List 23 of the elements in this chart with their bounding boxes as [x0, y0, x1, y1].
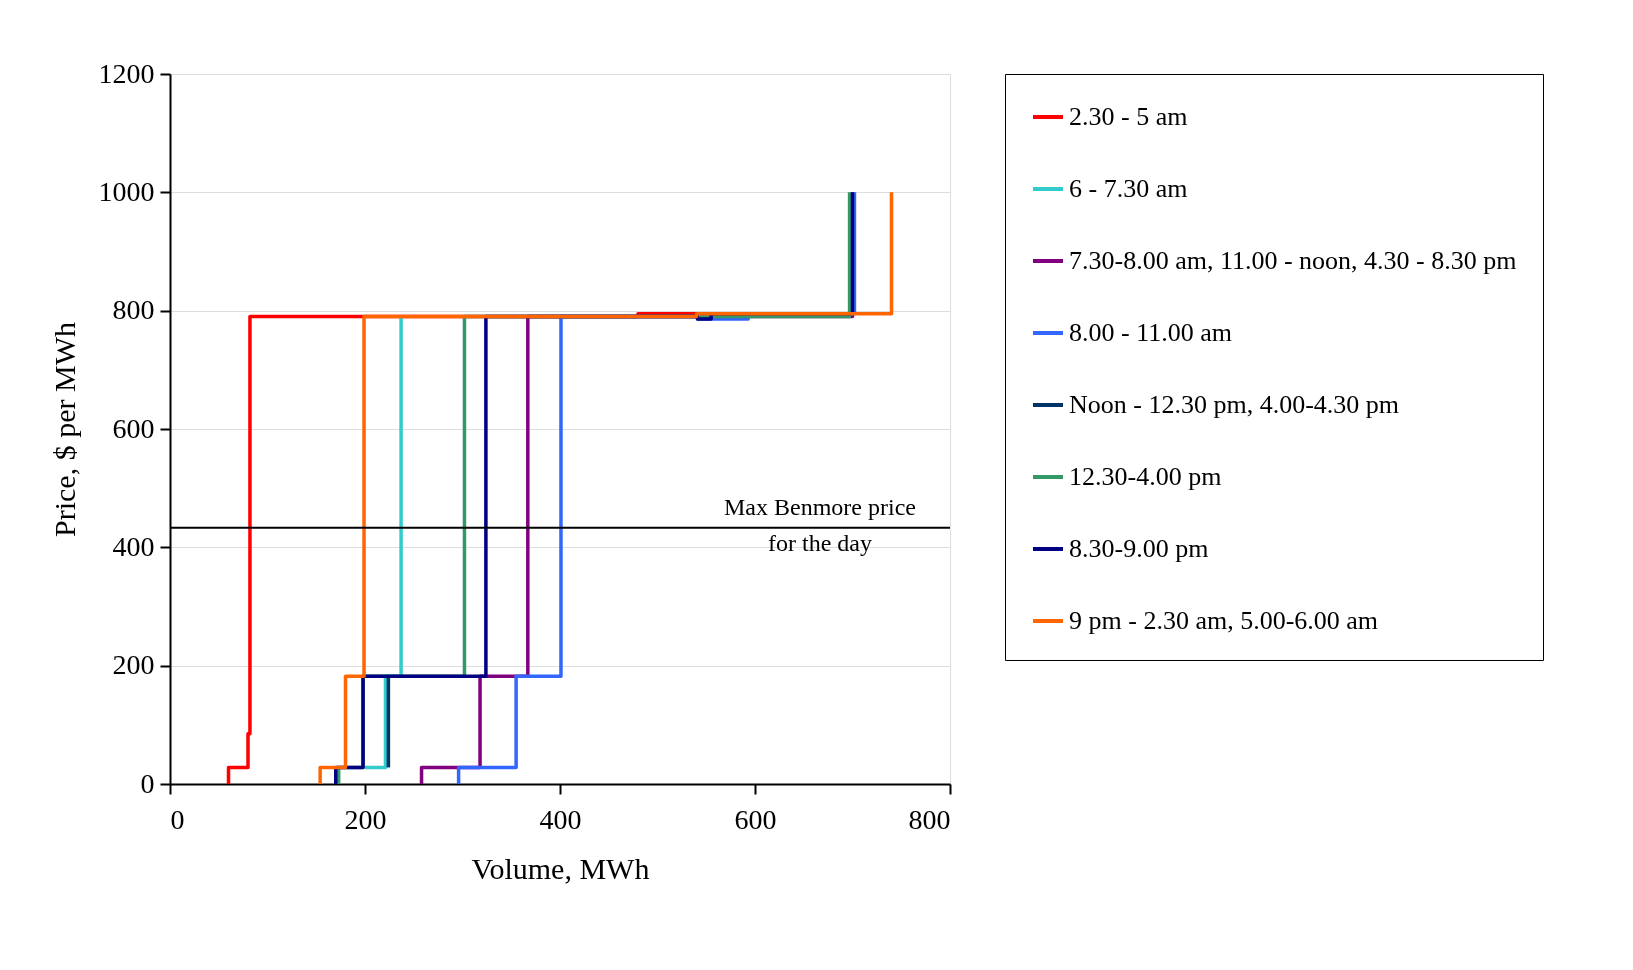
y-tick-label: 600	[112, 412, 155, 444]
y-tick-label: 200	[112, 649, 155, 681]
legend-label: 2.30 - 5 am	[1069, 102, 1188, 131]
x-axis-title: Volume, MWh	[471, 851, 650, 885]
legend-label: Noon - 12.30 pm, 4.00-4.30 pm	[1069, 390, 1400, 419]
x-tick-label: 600	[734, 803, 777, 835]
legend-label: 8.00 - 11.00 am	[1069, 318, 1232, 347]
y-tick-label: 1200	[98, 57, 155, 89]
y-tick-label: 1000	[98, 175, 155, 207]
y-axis-title: Price, $ per MWh	[47, 322, 81, 537]
y-tick-label: 400	[112, 530, 155, 562]
ref-line-label: Max Benmore price for the day	[724, 493, 916, 556]
y-tick-label: 0	[140, 767, 155, 799]
x-tick-label: 0	[170, 803, 185, 835]
y-tick-label: 800	[112, 294, 155, 326]
x-tick-label: 200	[344, 803, 387, 835]
x-tick-label: 400	[539, 803, 582, 835]
x-tick-label: 800	[908, 803, 951, 835]
legend-label: 9 pm - 2.30 am, 5.00-6.00 am	[1069, 606, 1379, 635]
legend-label: 12.30-4.00 pm	[1069, 462, 1222, 491]
legend-label: 8.30-9.00 pm	[1069, 534, 1209, 563]
legend-label: 7.30-8.00 am, 11.00 - noon, 4.30 - 8.30 pm	[1069, 246, 1517, 275]
legend-label: 6 - 7.30 am	[1069, 174, 1188, 203]
